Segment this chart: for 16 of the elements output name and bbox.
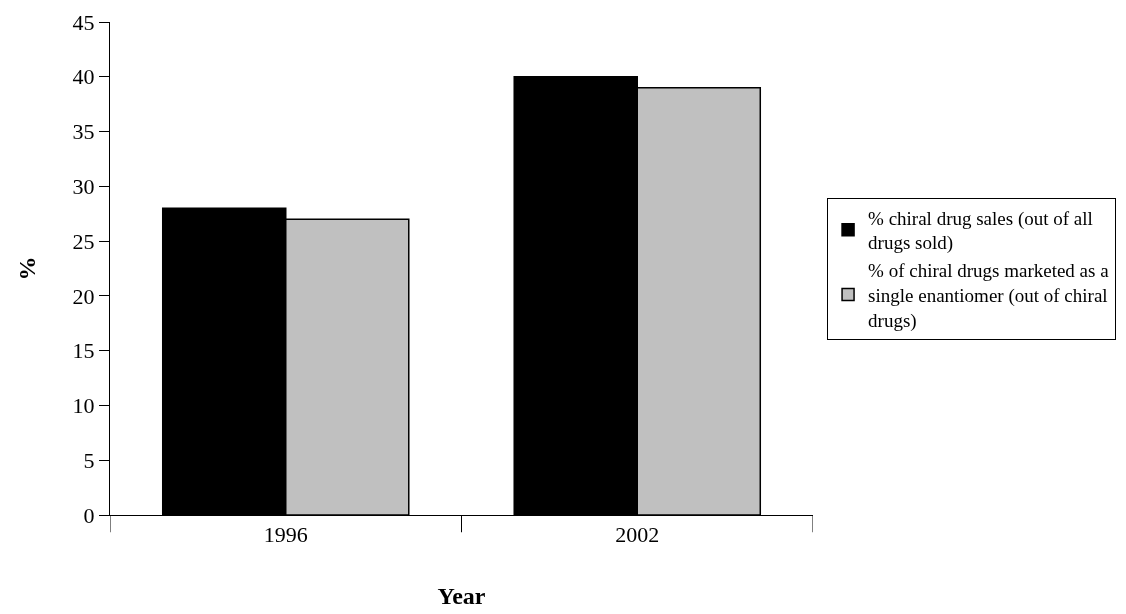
y-tick-label: 30: [72, 174, 95, 200]
legend-label: % chiral drug sales (out of all drugs sold): [868, 207, 1093, 255]
y-tick-label: 35: [72, 119, 95, 145]
y-tick-label: 15: [72, 338, 95, 364]
y-tick-label: 20: [72, 283, 95, 309]
y-tick-label: 5: [83, 447, 95, 473]
x-tick-label: 1996: [263, 522, 308, 548]
y-axis-title: %: [13, 256, 40, 281]
y-tick-label: 10: [72, 393, 95, 419]
legend-label: % of chiral drugs marketed as a single enantiomer (out of chiral drugs): [868, 260, 1110, 332]
x-axis-title: Year: [437, 582, 486, 609]
y-tick-label: 40: [72, 64, 95, 90]
y-tick-label: 25: [72, 228, 95, 254]
y-tick-label: 45: [72, 9, 95, 35]
y-tick-label: 0: [83, 502, 95, 528]
x-tick-label: 2002: [615, 522, 660, 548]
